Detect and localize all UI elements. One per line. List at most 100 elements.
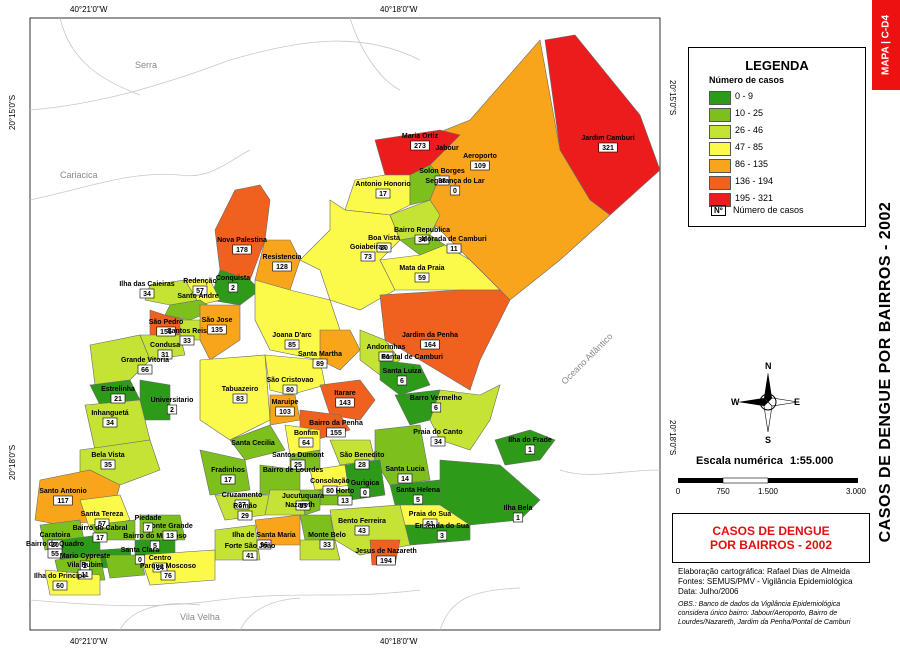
legend-count-symbol: Nº [711,205,726,216]
vertical-title-label: CASOS DE DENGUE POR BAIRROS - 2002 [877,201,894,543]
neighborhood-name: Redenção [183,278,216,285]
background-boundaries [29,17,661,631]
svg-text:83: 83 [236,396,244,403]
legend-swatch [709,108,731,122]
svg-text:3: 3 [440,533,444,540]
case-count: 128 [272,261,292,272]
svg-text:80: 80 [326,488,334,495]
case-count: 0 [359,487,371,498]
neighborhood-name: Bonfim [294,430,318,437]
case-count: 5 [412,494,424,505]
svg-text:273: 273 [414,143,426,150]
scale-label: Escala numérica [696,455,783,467]
legend-label: 86 - 135 [735,159,769,169]
region-praia-canto [429,384,501,451]
neighborhood-name: Enseada do Sua [415,523,469,530]
svg-text:28: 28 [358,462,366,469]
case-count: 55 [47,548,63,559]
legend: LEGENDA Número de casos 0 - 9 10 - 25 26 -… [688,47,866,227]
svg-text:15: 15 [299,503,307,510]
svg-text:0: 0 [138,557,142,564]
neighborhood-name: São Cristovao [266,377,313,384]
case-count: 34 [430,436,446,447]
svg-text:73: 73 [364,254,372,261]
neighborhood-name: Santa Cecilia [231,440,275,447]
svg-text:5: 5 [153,543,157,550]
neighborhood-name: Cruzamento [222,492,262,499]
region-jardim-da-penha [379,289,511,391]
legend-item: 26 - 46 [709,123,865,140]
neighborhood-name: Solon Borges [419,168,465,175]
svg-text:128: 128 [276,264,288,271]
svg-text:0: 0 [453,188,457,195]
svg-text:66: 66 [141,367,149,374]
case-count: 66 [137,364,153,375]
legend-label: 47 - 85 [735,142,764,152]
scale-bar: 0 750 1.500 3.000 [676,477,866,496]
svg-text:43: 43 [358,528,366,535]
place-serra: Serra [135,60,157,70]
neighborhood-name: Praia do Sua [409,511,452,518]
mapa-tag: MAPA | C-D4 [872,0,900,90]
mapa-tag-label: MAPA | C-D4 [880,14,892,76]
svg-text:164: 164 [424,342,436,349]
svg-text:55: 55 [51,551,59,558]
svg-text:17: 17 [379,191,387,198]
neighborhood-name: Horto [336,488,355,495]
neighborhood-name: Centro [149,555,172,562]
case-count: 0 [134,554,146,565]
neighborhood-name: Boa Vista [368,235,400,242]
neighborhood-name: Bairro da Penha [309,420,363,427]
case-count: 3 [436,530,448,541]
legend-swatch [709,142,731,156]
region-solon-borges [409,164,441,206]
case-count: 7 [142,522,154,533]
svg-text:14: 14 [401,476,409,483]
neighborhood-name: Bairro do Quadro [26,541,84,548]
compass-n: N [765,361,772,371]
legend-item: 136 - 194 [709,174,865,191]
credits-obs: OBS.: Banco de dados da Vigilância Epide… [678,601,851,626]
neighborhood-name: Piedade [135,515,162,522]
region-nova-palestina [214,184,271,281]
neighborhood-name: Bela Vista [91,452,124,459]
svg-text:11: 11 [81,572,89,579]
coord-right-1: 20°15'0"S [668,80,677,115]
neighborhood-name: Santa Luiza [383,368,422,375]
svg-text:20: 20 [380,245,388,252]
svg-text:96: 96 [260,542,268,549]
neighborhood-name: Condusa [150,342,180,349]
svg-text:17: 17 [96,535,104,542]
svg-text:38: 38 [438,178,446,185]
neighborhood-name: Joana D'arc [272,332,312,339]
svg-text:155: 155 [330,430,342,437]
legend-swatch [709,125,731,139]
neighborhood-name: Itarare [334,390,356,397]
neighborhood-name: Santos Dumont [272,452,324,459]
credits-sources: Fontes: SEMUS/PMV - Vigilância Epidemiol… [678,577,853,586]
legend-label: 195 - 321 [735,193,774,203]
neighborhood-name: Santa Helena [396,487,440,494]
legend-classes: 0 - 9 10 - 25 26 - 46 47 - 85 86 - 135 136 - … [689,89,865,208]
region-sao-cristovao [264,354,326,396]
neighborhood-name: Resistencia [263,254,302,261]
legend-subtitle: Número de casos [709,75,785,85]
coord-bottom-2: 40°18'0"W [380,637,418,646]
neighborhood-name: Santa Martha [298,351,342,358]
legend-item: 195 - 321 [709,191,865,208]
coord-top-2: 40°18'0"W [380,5,418,14]
svg-text:2: 2 [170,407,174,414]
region-goiabeiras [299,199,401,311]
region-mata-da-praia [379,244,501,291]
svg-text:61: 61 [426,521,434,528]
vertical-title: CASOS DE DENGUE POR BAIRROS - 2002 [872,90,900,654]
neighborhood-name: Grande Vitoria [121,357,169,364]
region-fradinhos [199,449,251,496]
case-count: 135 [207,324,227,335]
legend-swatch [709,91,731,105]
case-count: 11 [446,243,462,254]
title-line-1: CASOS DE DENGUE [712,524,830,538]
neighborhood-name: São Benedito [340,452,385,459]
svg-text:321: 321 [602,145,614,152]
neighborhood-name: Santos Reis [167,328,207,335]
